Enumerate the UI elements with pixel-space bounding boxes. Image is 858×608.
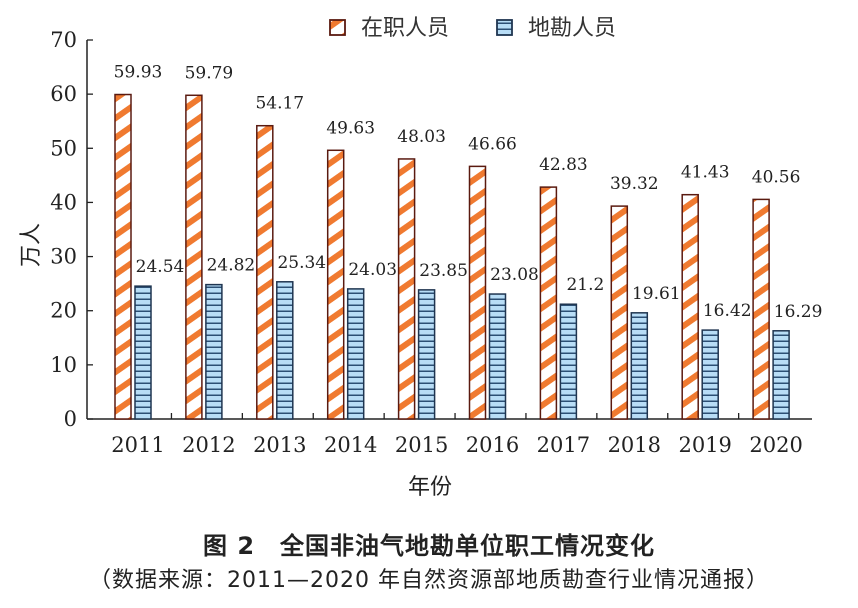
- chart-subtitle: （数据来源：2011—2020 年自然资源部地质勘查行业情况通报）: [89, 568, 769, 593]
- survey-staff-bar: [205, 283, 223, 420]
- legend-swatch: [496, 19, 513, 36]
- data-label: 41.43: [681, 163, 730, 183]
- data-label: 42.83: [539, 155, 588, 175]
- data-label: 39.32: [610, 174, 659, 194]
- data-label: 23.08: [490, 265, 539, 285]
- y-tick-label: 10: [50, 353, 77, 377]
- x-tick-label: 2018: [608, 433, 661, 457]
- data-label: 19.61: [632, 284, 681, 304]
- survey-staff-bar: [772, 330, 790, 420]
- survey-staff-bar: [134, 285, 152, 420]
- survey-staff-bar: [559, 303, 578, 420]
- data-label: 16.29: [774, 302, 823, 322]
- data-label: 46.66: [468, 134, 517, 154]
- x-tick-label: 2013: [253, 433, 306, 457]
- data-label: 24.54: [136, 257, 185, 277]
- legend-label: 地勘人员: [528, 16, 616, 41]
- employed-staff-bar: [114, 93, 132, 420]
- data-label: 25.34: [277, 253, 326, 273]
- data-label: 24.82: [207, 256, 256, 276]
- y-tick-label: 40: [50, 190, 77, 214]
- employed-staff-bar: [752, 198, 770, 420]
- chart-title: 图 2 全国非油气地勘单位职工情况变化: [202, 532, 656, 560]
- y-axis-label: 万人: [19, 223, 44, 267]
- y-tick-label: 70: [50, 28, 77, 52]
- employed-staff-bar: [185, 94, 203, 420]
- y-tick-label: 30: [50, 245, 77, 269]
- bar-chart: 0 10 20 30 40 50 60 70 2011 2012 2013 2014 2015 2016 2…: [19, 16, 823, 500]
- employed-staff-bar: [468, 165, 487, 420]
- data-label: 54.17: [255, 94, 304, 114]
- employed-staff-bar: [397, 158, 416, 420]
- x-axis-label: 年份: [408, 475, 452, 500]
- survey-staff-bar: [417, 289, 436, 420]
- data-label: 16.42: [703, 301, 752, 321]
- x-tick-label: 2014: [324, 433, 377, 457]
- survey-staff-bar: [488, 293, 507, 420]
- x-tick-label: 2019: [678, 433, 731, 457]
- data-label: 59.79: [185, 63, 234, 83]
- survey-staff-bar: [346, 288, 365, 420]
- employed-staff-bar: [326, 149, 345, 420]
- survey-staff-bar: [630, 312, 649, 420]
- y-tick-label: 50: [50, 136, 77, 160]
- data-label: 59.93: [114, 63, 163, 83]
- x-tick-label: 2015: [395, 433, 448, 457]
- data-label: 24.03: [348, 260, 397, 280]
- x-tick-label: 2011: [111, 433, 164, 457]
- y-tick-label: 60: [50, 82, 77, 106]
- data-label: 23.85: [419, 261, 468, 281]
- data-label: 21.2: [566, 275, 604, 295]
- survey-staff-bar: [701, 329, 719, 420]
- employed-staff-bar: [256, 124, 274, 420]
- employed-staff-bar: [539, 186, 558, 420]
- x-tick-label: 2020: [749, 433, 802, 457]
- legend-swatch: [329, 19, 346, 36]
- legend-label: 在职人员: [361, 16, 449, 41]
- y-tick-label: 0: [64, 407, 77, 431]
- survey-staff-bar: [276, 281, 294, 420]
- x-tick-label: 2017: [537, 433, 590, 457]
- x-tick-label: 2012: [182, 433, 235, 457]
- employed-staff-bar: [681, 193, 699, 420]
- employed-staff-bar: [610, 205, 629, 420]
- y-tick-label: 20: [50, 299, 77, 323]
- data-label: 48.03: [397, 127, 446, 147]
- x-tick-label: 2016: [466, 433, 519, 457]
- data-label: 49.63: [326, 118, 375, 138]
- data-label: 40.56: [752, 167, 801, 187]
